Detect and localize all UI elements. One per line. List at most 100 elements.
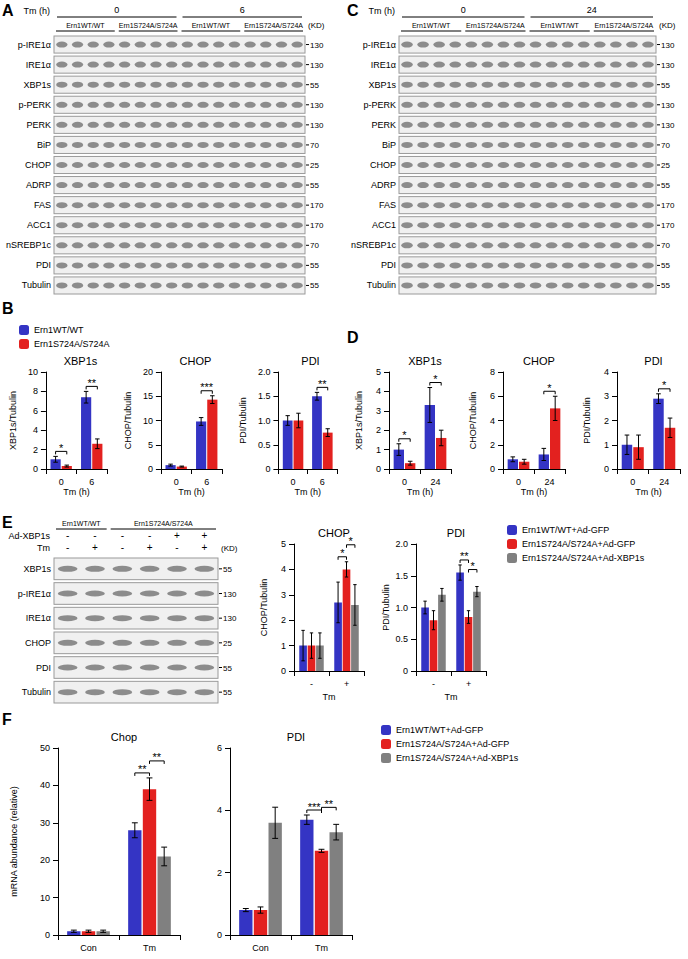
svg-text:Ern1S724A/S724A: Ern1S724A/S724A [594,22,653,29]
svg-text:XBP1s: XBP1s [23,564,51,574]
svg-text:25: 25 [661,161,670,170]
svg-text:+: + [92,542,98,553]
svg-text:20: 20 [143,367,153,377]
svg-text:0: 0 [265,464,270,474]
svg-text:24: 24 [430,477,440,487]
svg-text:6: 6 [490,391,495,401]
svg-text:**: ** [153,751,162,763]
svg-text:0: 0 [114,5,119,15]
svg-text:55: 55 [661,181,670,190]
svg-text:0: 0 [630,477,635,487]
svg-text:PDI/Tubulin: PDI/Tubulin [582,397,592,444]
svg-text:70: 70 [310,241,319,250]
svg-text:1: 1 [376,445,381,455]
svg-text:nSREBP1c: nSREBP1c [351,240,397,250]
svg-text:Ern1S724A/S724A: Ern1S724A/S724A [244,22,303,29]
svg-text:130: 130 [223,590,237,599]
svg-text:(KD): (KD) [659,21,676,30]
svg-text:E: E [2,514,13,531]
svg-text:p-PERK: p-PERK [363,100,396,110]
svg-text:0: 0 [516,477,521,487]
svg-text:Con: Con [252,943,269,953]
svg-text:XBP1s/Tubulin: XBP1s/Tubulin [8,391,18,450]
svg-text:50: 50 [40,743,50,753]
svg-text:-: - [66,542,69,553]
svg-text:Tubulin: Tubulin [22,280,51,290]
svg-text:2: 2 [33,445,38,455]
svg-text:25: 25 [223,639,232,648]
svg-text:4: 4 [604,367,609,377]
svg-text:2: 2 [281,615,286,625]
svg-text:ACC1: ACC1 [372,220,396,230]
svg-text:130: 130 [310,121,324,130]
svg-text:CHOP: CHOP [25,638,51,648]
svg-text:-: - [66,530,69,541]
svg-text:130: 130 [661,101,675,110]
svg-text:30: 30 [40,818,50,828]
svg-text:1.0: 1.0 [258,416,271,426]
svg-text:6: 6 [33,406,38,416]
svg-text:Ern1S724A/S724A: Ern1S724A/S724A [466,22,525,29]
svg-text:p-IRE1α: p-IRE1α [363,40,396,50]
svg-text:130: 130 [661,61,675,70]
svg-text:55: 55 [310,81,319,90]
svg-text:PDI: PDI [381,260,396,270]
svg-text:(KD): (KD) [221,544,238,553]
svg-text:0: 0 [490,464,495,474]
svg-text:ADRP: ADRP [26,180,51,190]
svg-text:CHOP: CHOP [318,527,350,539]
svg-text:1: 1 [281,641,286,651]
svg-text:130: 130 [310,101,324,110]
svg-text:Tm (h): Tm (h) [294,487,321,497]
svg-text:IRE1α: IRE1α [26,60,51,70]
svg-text:*: * [59,442,64,454]
svg-text:6: 6 [204,477,209,487]
svg-text:55: 55 [310,261,319,270]
svg-text:6: 6 [240,5,245,15]
svg-text:4: 4 [490,416,495,426]
svg-text:PDI: PDI [287,731,305,743]
svg-text:p-IRE1α: p-IRE1α [18,589,51,599]
svg-text:Ern1WT/WT: Ern1WT/WT [412,22,451,29]
svg-text:4: 4 [33,425,38,435]
svg-text:0: 0 [461,5,466,15]
svg-text:Tm: Tm [323,692,336,702]
svg-text:IRE1α: IRE1α [26,613,51,623]
svg-text:55: 55 [310,281,319,290]
svg-text:-: - [310,679,313,689]
svg-text:0: 0 [604,464,609,474]
svg-text:70: 70 [310,141,319,150]
svg-text:FAS: FAS [379,200,396,210]
svg-text:20: 20 [40,855,50,865]
svg-text:4: 4 [281,564,286,574]
svg-text:-: - [121,542,124,553]
svg-text:130: 130 [310,41,324,50]
svg-text:**: ** [87,377,96,389]
svg-text:PERK: PERK [26,120,51,130]
svg-text:+: + [201,542,207,553]
svg-text:Tm: Tm [445,692,458,702]
svg-text:*: * [402,429,407,441]
svg-text:55: 55 [661,281,670,290]
svg-text:PDI: PDI [301,355,319,367]
svg-text:XBP1s: XBP1s [368,80,396,90]
svg-text:Tm (h): Tm (h) [178,487,205,497]
svg-text:BiP: BiP [382,140,396,150]
svg-text:p-PERK: p-PERK [18,100,51,110]
svg-text:Tm: Tm [143,943,156,953]
svg-text:Ern1S724A/S724A+Ad-XBP1s: Ern1S724A/S724A+Ad-XBP1s [396,753,519,763]
svg-text:0: 0 [217,930,222,940]
svg-text:70: 70 [661,241,670,250]
svg-text:*: * [471,560,476,572]
svg-text:Con: Con [80,943,97,953]
svg-text:XBP1s: XBP1s [23,80,51,90]
svg-text:0: 0 [174,477,179,487]
svg-text:PDI/Tubulin: PDI/Tubulin [381,584,391,631]
svg-text:4: 4 [217,805,222,815]
svg-text:Tm: Tm [315,943,328,953]
svg-text:10: 10 [143,416,153,426]
svg-text:Tm (h): Tm (h) [369,6,396,16]
svg-text:0.5: 0.5 [395,634,408,644]
svg-text:+: + [344,679,349,689]
svg-text:5: 5 [148,440,153,450]
